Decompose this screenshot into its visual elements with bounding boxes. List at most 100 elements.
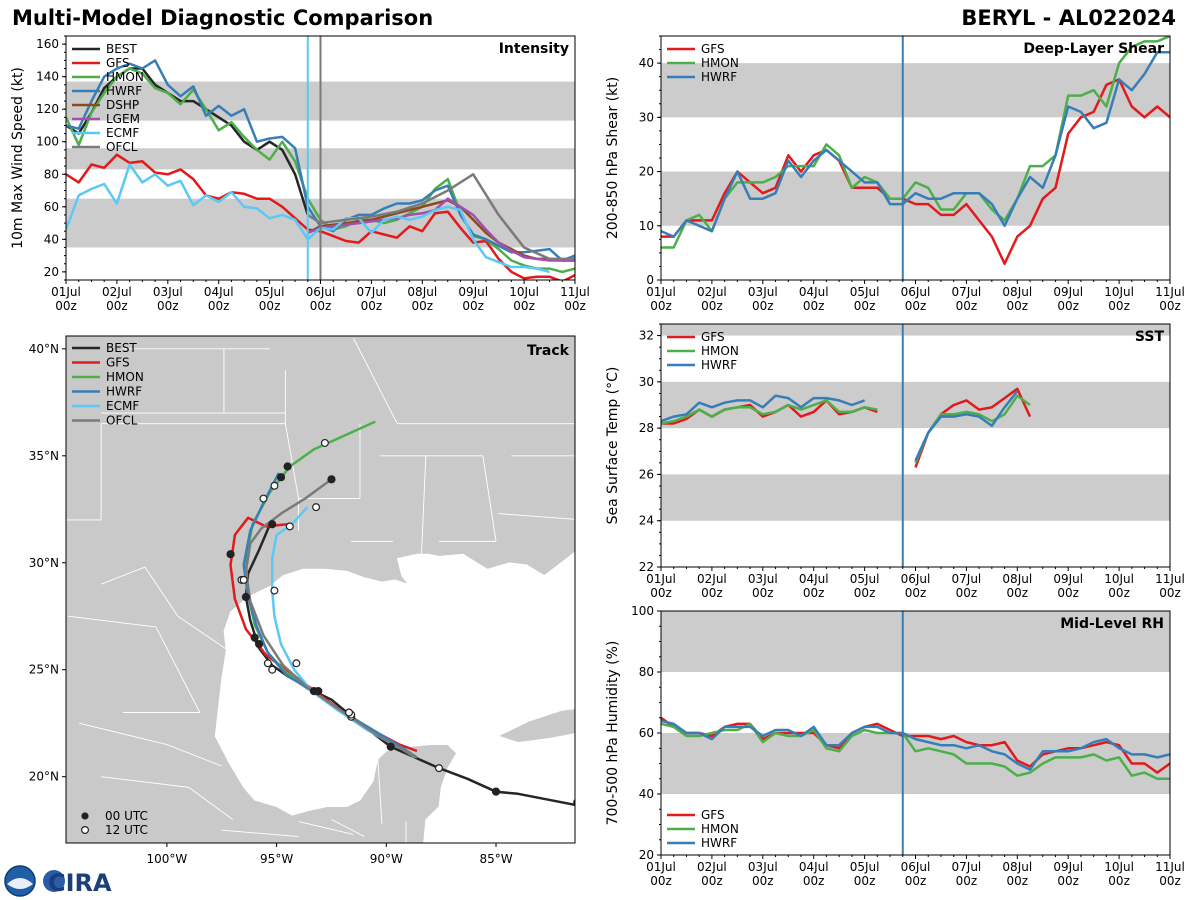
- x-tick-date: 04Jul: [799, 572, 829, 586]
- series-line-ofcl: [307, 173, 575, 261]
- x-tick-label: 85°W: [479, 852, 512, 866]
- x-tick-hour: 00z: [55, 299, 77, 313]
- y-tick-label: 25°N: [29, 663, 59, 677]
- legend-label-hwrf: HWRF: [701, 70, 737, 84]
- x-tick-hour: 00z: [1007, 299, 1029, 313]
- x-tick-date: 02Jul: [697, 572, 727, 586]
- track-point-12utc: [263, 659, 272, 668]
- x-tick-hour: 00z: [1108, 299, 1130, 313]
- x-tick-date: 11Jul: [1155, 572, 1185, 586]
- rh-panel: 2040608010001Jul00z02Jul00z03Jul00z04Jul…: [605, 604, 1185, 888]
- y-tick-label: 80: [44, 167, 59, 181]
- legend-label-best: BEST: [106, 42, 137, 56]
- x-tick-date: 08Jul: [407, 285, 437, 299]
- x-tick-hour: 00z: [106, 299, 128, 313]
- panel-title: Deep-Layer Shear: [1023, 41, 1164, 57]
- x-tick-hour: 00z: [854, 299, 876, 313]
- x-tick-hour: 00z: [956, 299, 978, 313]
- track-point-00utc: [250, 633, 259, 642]
- x-tick-date: 03Jul: [748, 572, 778, 586]
- x-tick-hour: 00z: [752, 299, 774, 313]
- x-tick-date: 04Jul: [204, 285, 234, 299]
- legend-label-lgem: LGEM: [106, 112, 140, 126]
- legend-label-ecmf: ECMF: [106, 126, 139, 140]
- x-tick-hour: 00z: [650, 299, 672, 313]
- track-point-12utc: [270, 586, 279, 595]
- track-point-00utc: [327, 475, 336, 484]
- x-tick-date: 11Jul: [560, 285, 590, 299]
- x-tick-hour: 00z: [752, 586, 774, 600]
- y-tick-label: 32: [639, 329, 654, 343]
- boundary-line: [100, 566, 146, 585]
- track-point-00utc: [314, 687, 323, 696]
- y-tick-label: 28: [639, 421, 654, 435]
- x-tick-hour: 00z: [905, 586, 927, 600]
- x-tick-date: 06Jul: [901, 572, 931, 586]
- x-tick-date: 10Jul: [1104, 860, 1134, 874]
- track-point-00utc: [386, 742, 395, 751]
- y-tick-label: 80: [639, 665, 654, 679]
- track-point-00utc: [254, 639, 264, 649]
- y-tick-label: 0: [646, 273, 654, 287]
- track-point-00utc: [241, 592, 251, 602]
- legend-label-hwrf: HWRF: [106, 385, 142, 399]
- x-tick-date: 03Jul: [153, 285, 183, 299]
- series-line-hmon: [661, 36, 1170, 249]
- x-tick-hour: 00z: [208, 299, 230, 313]
- x-tick-date: 09Jul: [1053, 285, 1083, 299]
- y-tick-label: 40: [639, 787, 654, 801]
- shaded-band: [661, 733, 1170, 794]
- boundary-line: [144, 566, 179, 617]
- shaded-band: [661, 324, 1170, 336]
- x-tick-date: 08Jul: [1002, 860, 1032, 874]
- legend-label-hwrf: HWRF: [701, 836, 737, 850]
- x-tick-hour: 00z: [650, 874, 672, 888]
- x-tick-hour: 00z: [361, 299, 383, 313]
- track-point-12utc: [312, 503, 321, 512]
- x-tick-date: 02Jul: [102, 285, 132, 299]
- x-tick-date: 09Jul: [458, 285, 488, 299]
- x-tick-date: 01Jul: [646, 572, 676, 586]
- shaded-band: [661, 171, 1170, 226]
- legend-label-12utc: 12 UTC: [105, 823, 148, 837]
- legend-marker-00utc: [81, 812, 89, 820]
- logo-text: CIRA: [48, 869, 112, 897]
- series-line-hwrf: [661, 719, 1170, 771]
- boundary-line: [79, 722, 168, 746]
- boundary-line: [177, 615, 229, 651]
- shaded-band: [661, 381, 1170, 429]
- y-tick-label: 160: [36, 37, 59, 51]
- x-tick-date: 09Jul: [1053, 860, 1083, 874]
- x-tick-date: 10Jul: [509, 285, 539, 299]
- x-tick-hour: 00z: [905, 874, 927, 888]
- x-tick-hour: 00z: [1057, 874, 1079, 888]
- x-tick-date: 04Jul: [799, 285, 829, 299]
- legend-label-ofcl: OFCL: [106, 140, 138, 154]
- boundary-line: [498, 513, 575, 520]
- track-point-00utc: [283, 462, 292, 471]
- legend-label-hmon: HMON: [701, 56, 739, 70]
- legend-label-ecmf: ECMF: [106, 399, 139, 413]
- legend-marker-12utc: [80, 825, 89, 834]
- cuba-land: [497, 708, 575, 743]
- x-tick-hour: 00z: [1007, 586, 1029, 600]
- x-tick-date: 03Jul: [748, 860, 778, 874]
- boundary-line: [298, 821, 354, 835]
- y-tick-label: 20°N: [29, 770, 59, 784]
- x-tick-hour: 00z: [803, 874, 825, 888]
- x-tick-hour: 00z: [1007, 874, 1029, 888]
- x-tick-date: 02Jul: [697, 285, 727, 299]
- track-point-12utc: [270, 481, 279, 490]
- x-tick-hour: 00z: [854, 874, 876, 888]
- y-tick-label: 20: [639, 848, 654, 862]
- shaded-band: [661, 63, 1170, 118]
- x-tick-date: 05Jul: [850, 285, 880, 299]
- boundary-line: [482, 455, 497, 542]
- x-tick-hour: 00z: [462, 299, 484, 313]
- x-tick-label: 95°W: [260, 852, 293, 866]
- x-tick-date: 06Jul: [901, 285, 931, 299]
- y-tick-label: 20: [44, 265, 59, 279]
- legend-label-gfs: GFS: [701, 330, 725, 344]
- track-point-00utc: [276, 473, 286, 482]
- boundary-line: [377, 755, 383, 824]
